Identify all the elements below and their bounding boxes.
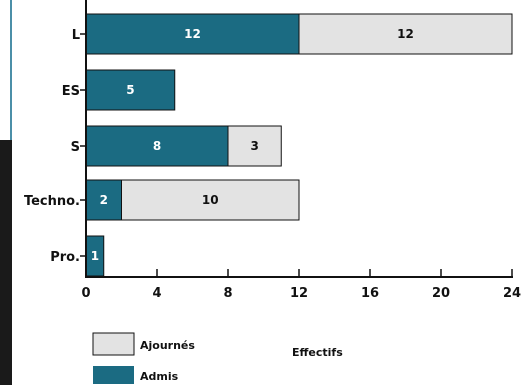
bar-ajourns-l xyxy=(298,13,513,55)
legend-swatch-ajournes xyxy=(92,332,135,356)
legend-label-ajournes: Ajournés xyxy=(140,339,195,352)
x-tick-label: 12 xyxy=(290,286,308,301)
value-label-ajourns-techno: 10 xyxy=(202,193,219,207)
top-accent-line xyxy=(10,0,12,140)
bar-ajourns-techno xyxy=(121,179,300,221)
value-label-admis-es: 5 xyxy=(126,83,134,97)
x-tick-label: 16 xyxy=(361,286,379,301)
category-label-techno: Techno. xyxy=(24,194,80,209)
x-tick-label: 8 xyxy=(223,286,232,301)
legend: Ajournés Admis xyxy=(92,332,195,384)
value-label-admis-pro: 1 xyxy=(91,249,99,263)
x-tick-label: 4 xyxy=(152,286,161,301)
legend-swatch-admis xyxy=(93,366,134,384)
value-label-admis-techno: 2 xyxy=(100,193,108,207)
left-dark-frame xyxy=(0,140,12,385)
x-axis-title: Effectifs xyxy=(292,346,343,359)
category-label-pro: Pro. xyxy=(50,250,80,265)
category-label-l: L xyxy=(72,28,80,43)
x-tick-label: 24 xyxy=(503,286,521,301)
category-label-es: ES xyxy=(62,84,80,99)
value-label-admis-s: 8 xyxy=(153,139,161,153)
x-tick-label: 20 xyxy=(432,286,450,301)
value-label-admis-l: 12 xyxy=(184,27,201,41)
value-label-ajourns-s: 3 xyxy=(250,139,258,153)
bar-ajourns-s xyxy=(227,125,282,167)
category-label-s: S xyxy=(71,140,80,155)
bar-admis-techno xyxy=(85,179,122,221)
legend-label-admis: Admis xyxy=(140,370,179,383)
x-tick-label: 0 xyxy=(81,286,90,301)
value-label-ajourns-l: 12 xyxy=(397,27,414,41)
